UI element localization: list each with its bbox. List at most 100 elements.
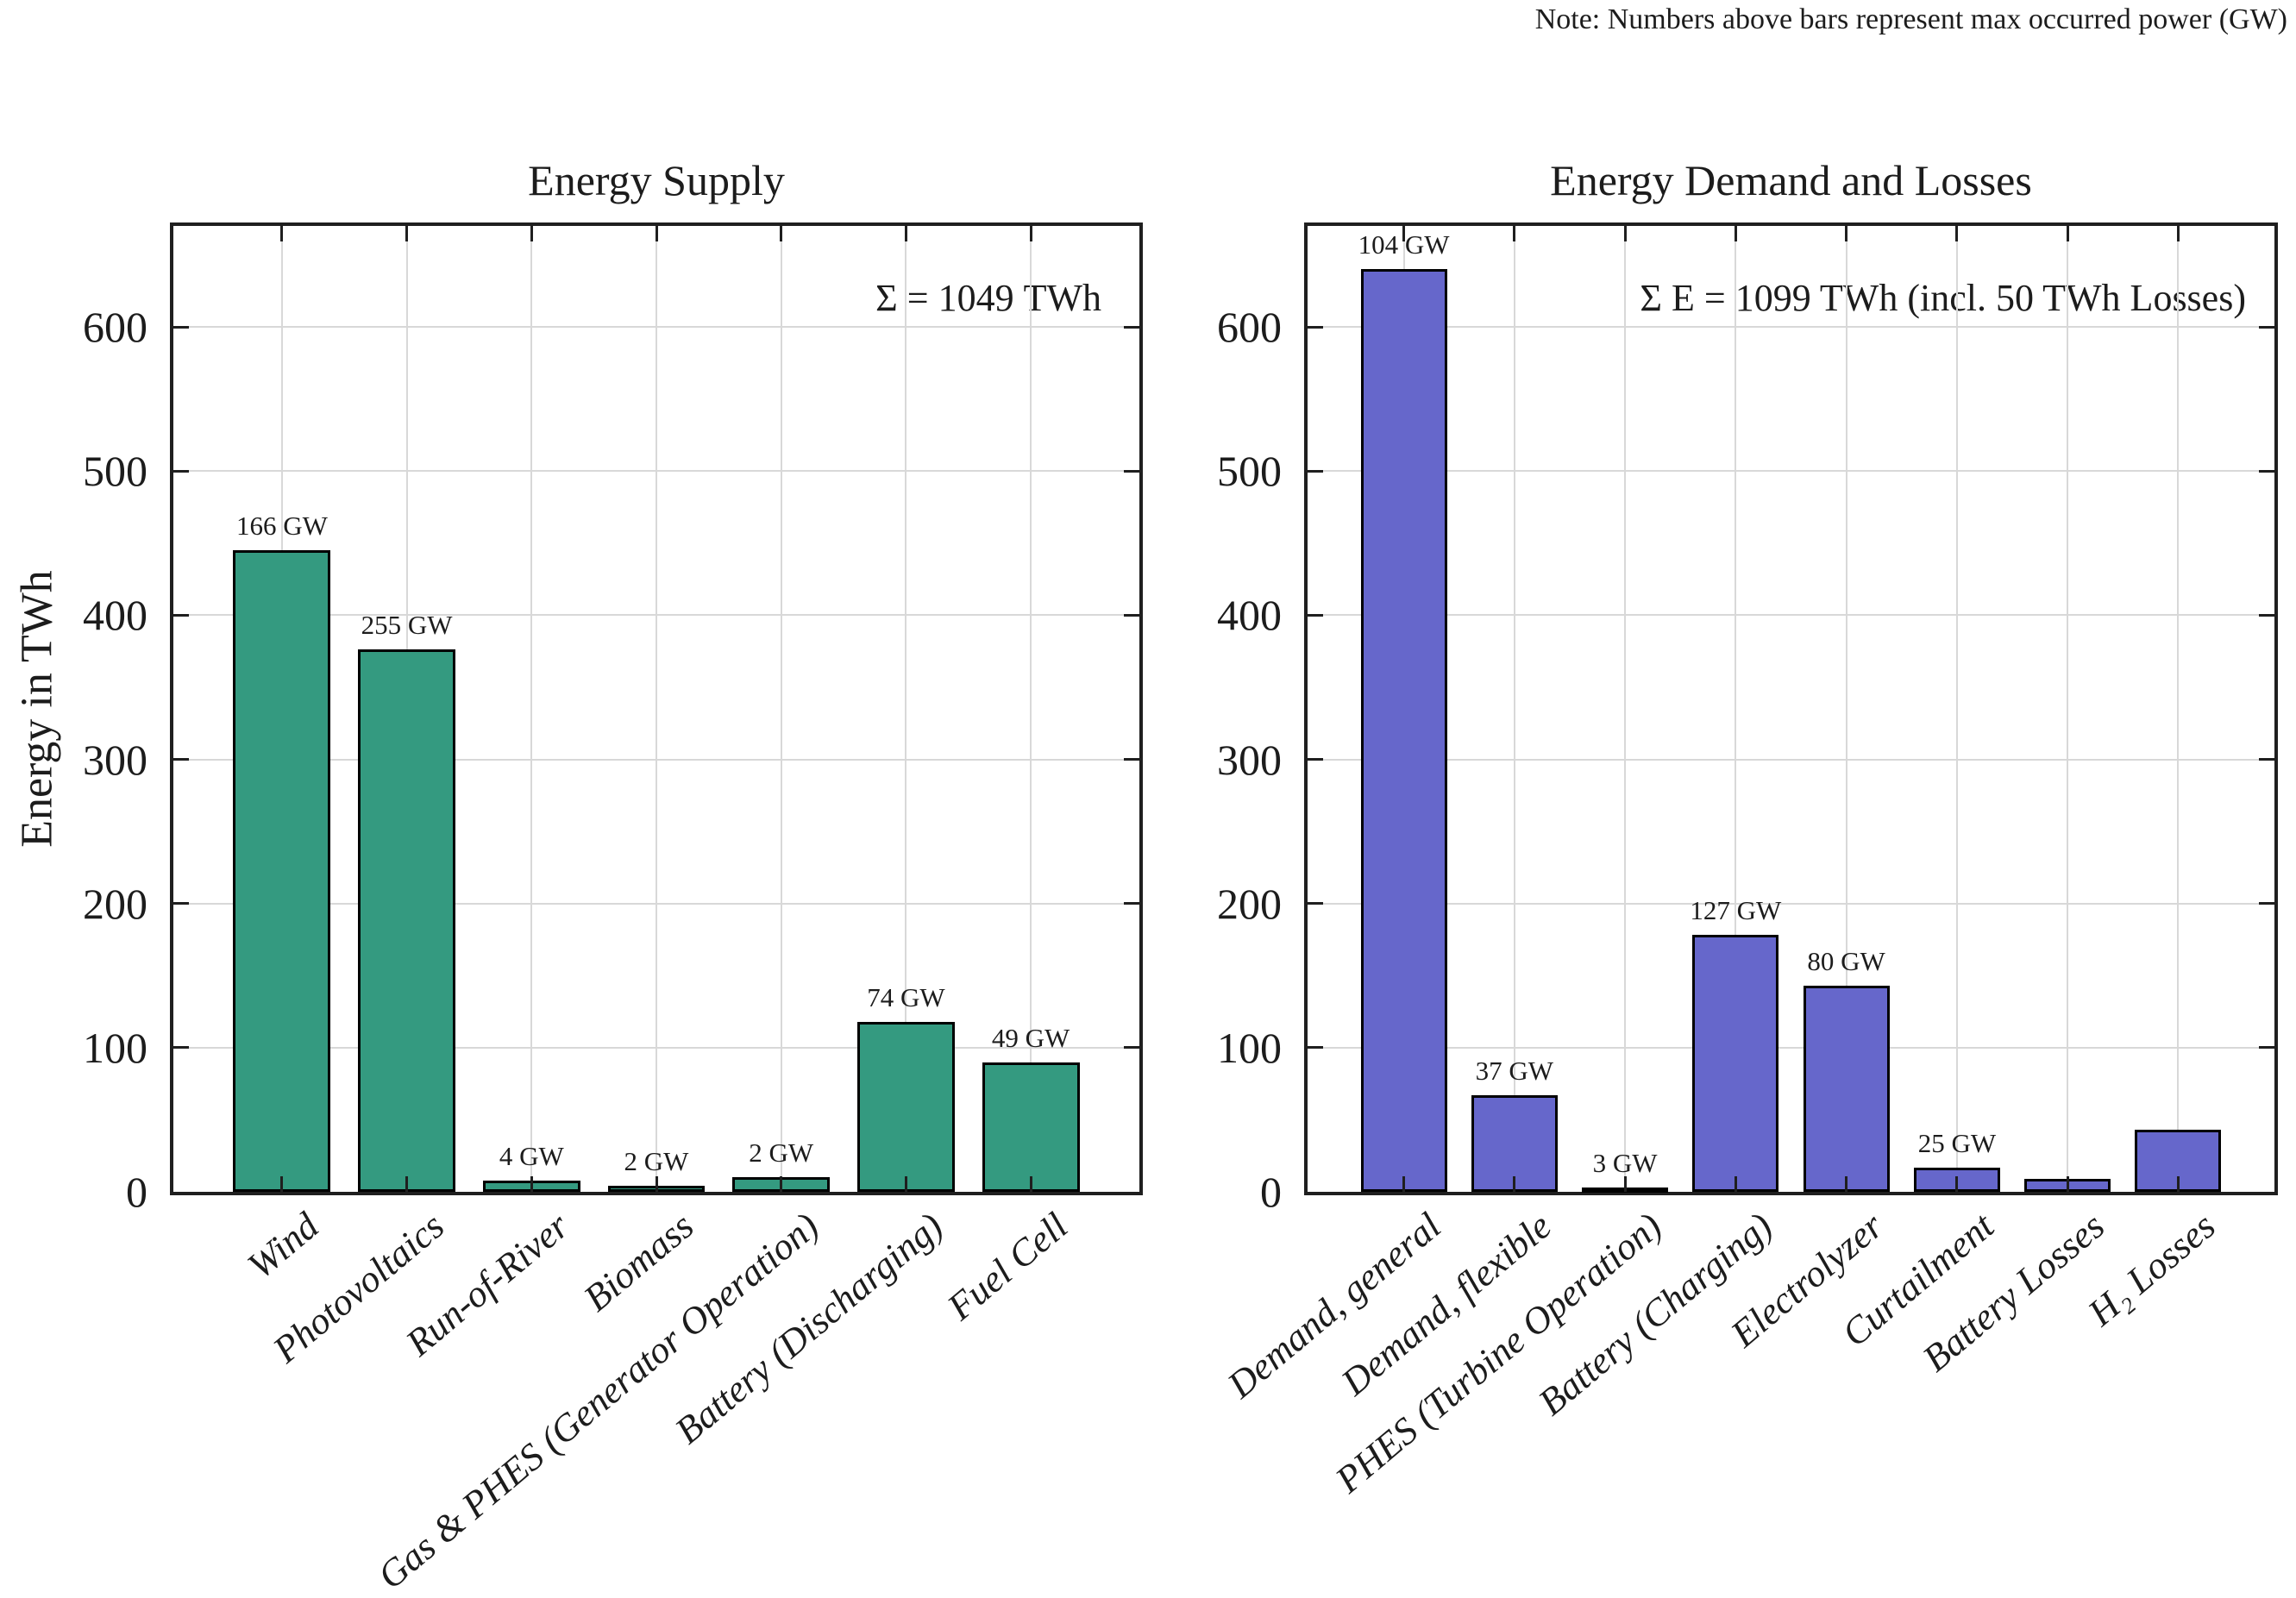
x-tick-top (405, 226, 409, 241)
x-tick-bottom (904, 1176, 907, 1192)
y-tick-label: 600 (83, 303, 147, 351)
y-tick-label: 400 (83, 591, 147, 640)
y-tick-left (173, 325, 189, 329)
max-power-label: 49 GW (991, 1022, 1070, 1053)
y-tick-left (1308, 325, 1323, 329)
bar-battery-charging- (1692, 935, 1779, 1192)
y-tick-right (2259, 758, 2274, 761)
x-tick-bottom (1029, 1176, 1032, 1192)
x-tick-bottom (530, 1176, 533, 1192)
x-tick-top (1955, 226, 1959, 241)
y-gridline (1308, 1046, 2274, 1049)
y-gridline (1308, 902, 2274, 905)
y-tick-right (2259, 469, 2274, 473)
max-power-label: 2 GW (624, 1146, 689, 1177)
y-tick-label: 100 (1217, 1023, 1282, 1072)
x-tick-top (1029, 226, 1032, 241)
x-gridline (1513, 226, 1515, 1192)
x-tick-bottom (1734, 1176, 1737, 1192)
x-tick-bottom (405, 1176, 409, 1192)
y-tick-left (1308, 1046, 1323, 1050)
x-tick-top (2176, 226, 2180, 241)
y-tick-right (1124, 469, 1139, 473)
supply-chart-title: Energy Supply (528, 156, 785, 204)
x-tick-top (1734, 226, 1737, 241)
note-max-power: Note: Numbers above bars represent max o… (1534, 3, 2287, 35)
y-tick-label: 200 (83, 879, 147, 928)
x-tick-label-text: Fuel Cell (939, 1204, 1076, 1329)
y-tick-right (2259, 1046, 2274, 1050)
bar-wind (233, 550, 331, 1192)
x-gridline (2067, 226, 2069, 1192)
y-gridline (1308, 758, 2274, 761)
bar-battery-discharging- (856, 1021, 955, 1192)
y-tick-label: 500 (1217, 447, 1282, 496)
demand-sum-annotation: Σ E = 1099 TWh (incl. 50 TWh Losses) (1640, 277, 2246, 319)
x-tick-top (655, 226, 658, 241)
y-tick-left (1308, 613, 1323, 617)
x-tick-top (904, 226, 907, 241)
max-power-label: 255 GW (361, 610, 453, 641)
y-gridline (1308, 470, 2274, 473)
y-tick-right (2259, 325, 2274, 329)
y-tick-label: 0 (1260, 1168, 1282, 1216)
y-tick-label: 300 (1217, 735, 1282, 784)
x-tick-bottom (280, 1176, 284, 1192)
y-tick-left (1308, 758, 1323, 761)
x-gridline (2177, 226, 2180, 1192)
x-tick-top (1623, 226, 1627, 241)
max-power-label: 80 GW (1807, 945, 1885, 976)
y-tick-right (1124, 613, 1139, 617)
y-tick-left (1308, 469, 1323, 473)
y-tick-right (1124, 1046, 1139, 1050)
max-power-label: 25 GW (1917, 1127, 1997, 1158)
y-tick-left (1308, 902, 1323, 906)
x-gridline (1735, 226, 1737, 1192)
max-power-label: 2 GW (749, 1137, 814, 1169)
y-tick-left (173, 1046, 189, 1050)
y-tick-label: 400 (1217, 591, 1282, 640)
x-gridline (1624, 226, 1627, 1192)
x-gridline (656, 226, 657, 1192)
y-gridline (1308, 326, 2274, 328)
y-tick-left (173, 613, 189, 617)
y-tick-label: 500 (83, 447, 147, 496)
max-power-label: 4 GW (499, 1140, 564, 1171)
x-tick-bottom (2066, 1176, 2069, 1192)
x-tick-top (1513, 226, 1516, 241)
max-power-label: 104 GW (1358, 229, 1450, 260)
y-tick-left (173, 902, 189, 906)
x-gridline (780, 226, 782, 1192)
y-tick-label: 200 (1217, 879, 1282, 928)
x-tick-bottom (1623, 1176, 1627, 1192)
supply-plot-area: Energy Supply Σ = 1049 TWh Energy in TWh… (13, 156, 1143, 1597)
y-tick-label: 100 (83, 1023, 147, 1072)
y-tick-left (173, 469, 189, 473)
max-power-label: 166 GW (235, 511, 328, 542)
y-tick-right (1124, 325, 1139, 329)
bar-photovoltaics (358, 649, 456, 1192)
x-gridline (1845, 226, 1847, 1192)
x-gridline (1030, 226, 1032, 1192)
x-gridline (530, 226, 533, 1192)
x-tick-top (2066, 226, 2069, 241)
max-power-label: 37 GW (1475, 1056, 1554, 1086)
x-tick-bottom (1402, 1176, 1406, 1192)
x-tick-label-text: Gas & PHES (Generator Operation) (369, 1204, 826, 1598)
demand-chart-title: Energy Demand and Losses (1550, 156, 2032, 204)
y-tick-right (1124, 902, 1139, 906)
x-tick-label-text: Wind (240, 1204, 328, 1288)
x-tick-top (280, 226, 284, 241)
y-tick-right (2259, 613, 2274, 617)
x-tick-top (530, 226, 533, 241)
y-tick-right (1124, 758, 1139, 761)
y-gridline (1308, 614, 2274, 617)
max-power-label: 3 GW (1592, 1147, 1658, 1178)
y-tick-label: 600 (1217, 303, 1282, 351)
x-tick-top (1845, 226, 1848, 241)
max-power-label: 127 GW (1690, 895, 1782, 926)
x-gridline (1955, 226, 1958, 1192)
y-tick-label: 0 (126, 1168, 147, 1216)
bar-electrolyzer (1803, 985, 1890, 1192)
bar-fuel-cell (982, 1062, 1080, 1192)
